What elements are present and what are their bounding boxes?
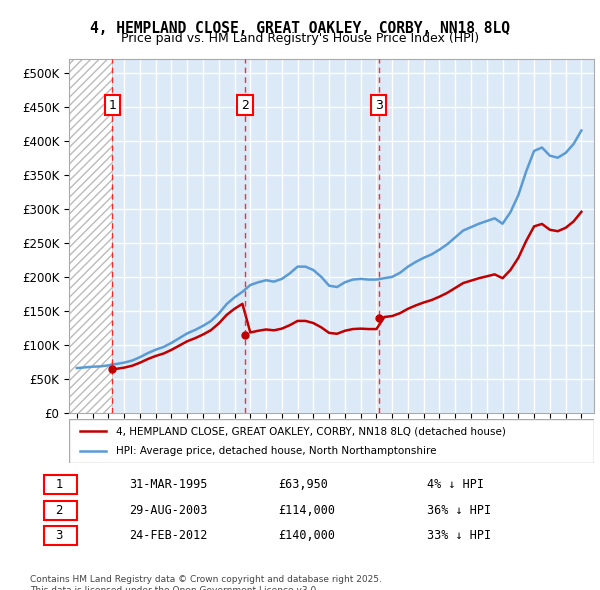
- FancyBboxPatch shape: [44, 526, 77, 545]
- Text: 29-AUG-2003: 29-AUG-2003: [130, 504, 208, 517]
- Text: 1: 1: [109, 99, 116, 112]
- Text: £114,000: £114,000: [278, 504, 335, 517]
- FancyBboxPatch shape: [44, 475, 77, 494]
- Text: 4, HEMPLAND CLOSE, GREAT OAKLEY, CORBY, NN18 8LQ (detached house): 4, HEMPLAND CLOSE, GREAT OAKLEY, CORBY, …: [116, 427, 506, 436]
- FancyBboxPatch shape: [69, 419, 594, 463]
- Text: Price paid vs. HM Land Registry's House Price Index (HPI): Price paid vs. HM Land Registry's House …: [121, 32, 479, 45]
- Text: 4% ↓ HPI: 4% ↓ HPI: [427, 478, 484, 491]
- Text: 24-FEB-2012: 24-FEB-2012: [130, 529, 208, 542]
- Text: HPI: Average price, detached house, North Northamptonshire: HPI: Average price, detached house, Nort…: [116, 446, 437, 455]
- Text: 2: 2: [241, 99, 249, 112]
- Text: 2: 2: [56, 504, 63, 517]
- Text: 31-MAR-1995: 31-MAR-1995: [130, 478, 208, 491]
- Text: 3: 3: [375, 99, 383, 112]
- Bar: [69, 59, 112, 413]
- Text: 1: 1: [56, 478, 63, 491]
- Text: 3: 3: [56, 529, 63, 542]
- FancyBboxPatch shape: [44, 501, 77, 520]
- Text: 36% ↓ HPI: 36% ↓ HPI: [427, 504, 491, 517]
- Text: 33% ↓ HPI: 33% ↓ HPI: [427, 529, 491, 542]
- Text: £63,950: £63,950: [278, 478, 328, 491]
- Text: Contains HM Land Registry data © Crown copyright and database right 2025.
This d: Contains HM Land Registry data © Crown c…: [30, 575, 382, 590]
- Bar: [69, 59, 112, 413]
- Text: £140,000: £140,000: [278, 529, 335, 542]
- Text: 4, HEMPLAND CLOSE, GREAT OAKLEY, CORBY, NN18 8LQ: 4, HEMPLAND CLOSE, GREAT OAKLEY, CORBY, …: [90, 21, 510, 35]
